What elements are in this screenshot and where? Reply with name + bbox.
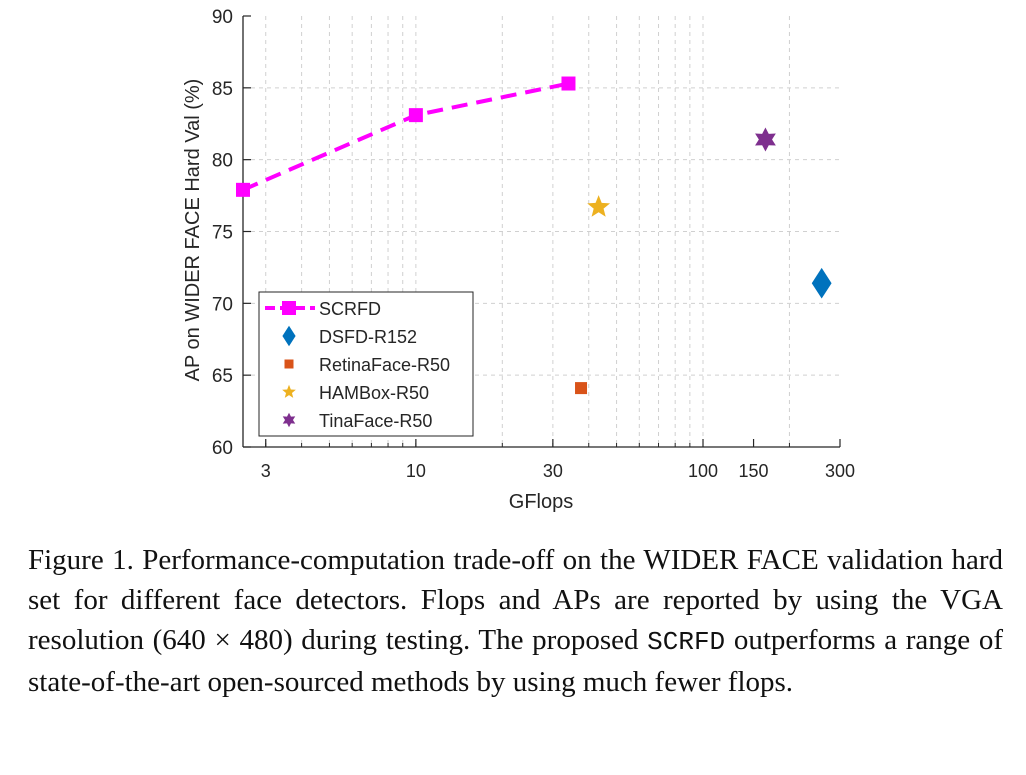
legend-marker-retinaface-r50 [284, 359, 294, 369]
axes [242, 15, 841, 448]
series-line [242, 81, 569, 192]
tick-labels: 3 10 30 100 150 300 60 65 70 75 80 85 90 [212, 7, 855, 481]
data-point [587, 195, 611, 217]
data-point [755, 127, 776, 152]
legend-label-dsfd-r152: DSFD-R152 [319, 327, 417, 347]
figure-caption: Figure 1. Performance-computation trade-… [28, 540, 1003, 702]
legend-marker-hambox-r50 [282, 384, 296, 398]
series-dsfd-r152 [811, 267, 832, 299]
data-point [408, 108, 423, 123]
caption-code-scrfd: SCRFD [647, 627, 726, 657]
y-tick-label: 75 [212, 223, 233, 244]
series-tinaface-r50 [755, 127, 776, 152]
y-tick-label: 80 [212, 151, 233, 172]
legend-marker-scrfd [282, 301, 296, 315]
data-point [811, 267, 832, 299]
legend-label-scrfd: SCRFD [319, 299, 381, 319]
data-series [236, 76, 832, 395]
legend-label-hambox-r50: HAMBox-R50 [319, 383, 429, 403]
x-tick-label: 10 [406, 461, 426, 481]
y-tick-label: 90 [212, 7, 233, 28]
data-point [575, 382, 588, 395]
y-tick-label: 65 [212, 366, 233, 387]
y-tick-label: 60 [212, 438, 233, 459]
legend: SCRFD DSFD-R152 RetinaFace-R50 HAMBox-R50 Ti… [258, 291, 474, 437]
x-tick-label: 150 [739, 461, 769, 481]
x-axis-label: GFlops [509, 491, 573, 513]
legend-label-retinaface-r50: RetinaFace-R50 [319, 355, 450, 375]
legend-marker-tinaface-r50 [282, 412, 296, 428]
x-tick-label: 3 [261, 461, 271, 481]
data-point [236, 182, 250, 197]
caption-text-after: outperforms a range of state-of-the-art … [28, 624, 1003, 698]
y-axis-label: AP on WIDER FACE Hard Val (%) [182, 79, 204, 382]
legend-box [258, 291, 474, 437]
y-tick-label: 70 [212, 294, 233, 315]
y-tick-label: 85 [212, 79, 233, 100]
chart: 3 10 30 100 150 300 60 65 70 75 80 85 90 SCRFD DSFD-R… [182, 7, 855, 513]
legend-marker-dsfd-r152 [282, 325, 296, 347]
series-hambox-r50 [587, 195, 611, 217]
series-retinaface-r50 [575, 382, 588, 395]
legend-label-tinaface-r50: TinaFace-R50 [319, 411, 432, 431]
x-tick-label: 300 [825, 461, 855, 481]
data-point [561, 76, 576, 91]
x-tick-label: 100 [688, 461, 718, 481]
x-tick-label: 30 [543, 461, 563, 481]
caption-text-before: Figure 1. Performance-computation trade-… [28, 544, 1003, 656]
series-scrfd [236, 76, 576, 197]
